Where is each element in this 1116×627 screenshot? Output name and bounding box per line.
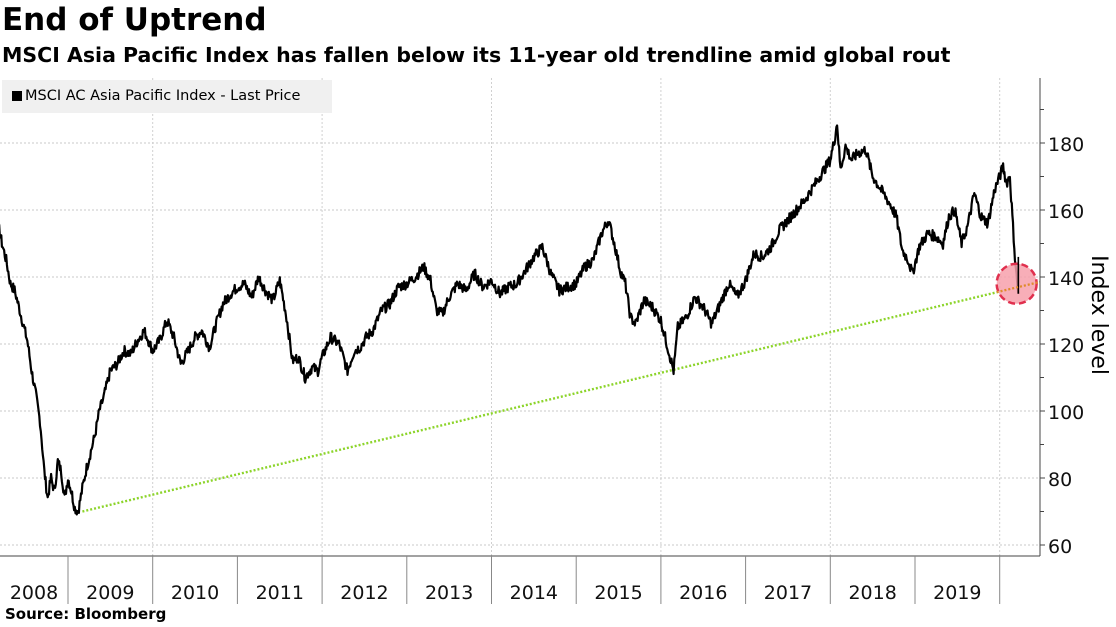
- legend-swatch-icon: [12, 91, 22, 101]
- annotation-layer: [995, 256, 1040, 305]
- trendline-over-highlight: [996, 280, 1040, 294]
- grid-lines: [0, 78, 1040, 556]
- x-tick-label: 2009: [86, 582, 134, 604]
- series-layer: [0, 124, 1020, 516]
- series-line-msci-ac-asia-pacific: [0, 124, 1020, 516]
- legend-label: MSCI AC Asia Pacific Index - Last Price: [25, 88, 301, 104]
- x-tick-label: 2011: [256, 582, 304, 604]
- y-tick-labels: 60 80 100 120 140 160 180: [1048, 134, 1084, 558]
- y-tick-label: 60: [1048, 536, 1072, 558]
- x-tick-label: 2017: [764, 582, 812, 604]
- y-tick-label: 80: [1048, 469, 1072, 491]
- chart-title: End of Uptrend: [2, 2, 267, 38]
- x-tick-label: 2008: [10, 582, 58, 604]
- y-tick-label: 160: [1048, 201, 1084, 223]
- x-tick-label: 2018: [848, 582, 896, 604]
- x-tick-label: 2012: [340, 582, 388, 604]
- y-axis-label: Index level: [1086, 255, 1111, 375]
- y-tick-label: 140: [1048, 268, 1084, 290]
- x-tick-label: 2010: [171, 582, 219, 604]
- highlight-circle: [995, 262, 1038, 305]
- axes: [0, 78, 1045, 604]
- x-tick-label: 2014: [510, 582, 558, 604]
- trendline: [82, 280, 1040, 513]
- legend-entry: MSCI AC Asia Pacific Index - Last Price: [12, 87, 300, 105]
- source-note: Source: Bloomberg: [5, 605, 167, 623]
- x-tick-label: 2016: [679, 582, 727, 604]
- trendline-layer: [82, 280, 1040, 513]
- x-tick-label: 2013: [425, 582, 473, 604]
- chart-subtitle: MSCI Asia Pacific Index has fallen below…: [2, 43, 951, 67]
- y-tick-label: 100: [1048, 402, 1084, 424]
- x-tick-labels: 2008 2009 2010 2011 2012 2013 2014 2015 2016 2017…: [10, 582, 982, 604]
- y-tick-label: 120: [1048, 335, 1084, 357]
- y-tick-label: 180: [1048, 134, 1084, 156]
- x-tick-label: 2015: [594, 582, 642, 604]
- x-tick-label: 2019: [933, 582, 981, 604]
- legend: MSCI AC Asia Pacific Index - Last Price: [2, 80, 332, 113]
